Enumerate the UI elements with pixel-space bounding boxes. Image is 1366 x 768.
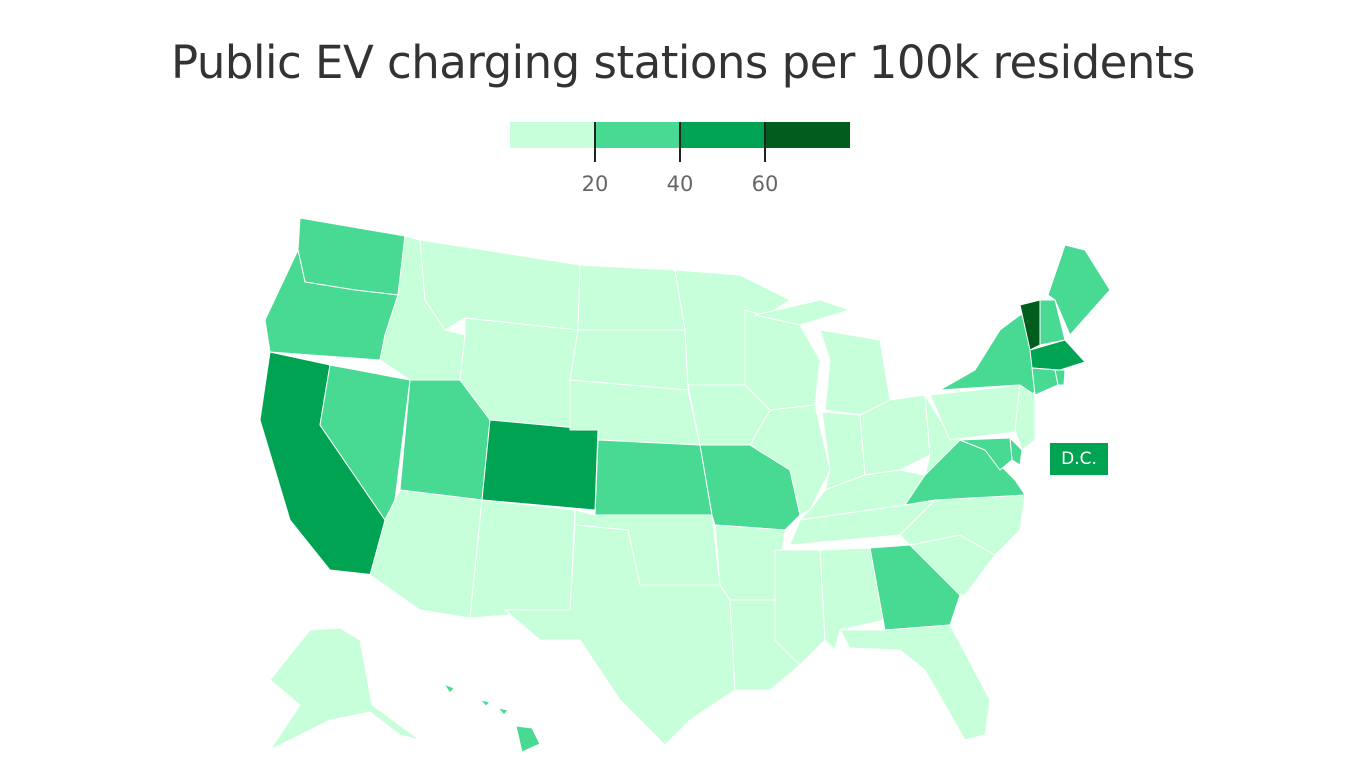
state-me (1047, 244, 1111, 336)
state-nm (469, 499, 576, 619)
state-wi (744, 309, 821, 411)
legend-tick-label: 60 (751, 172, 779, 196)
state-shape-ma (1029, 339, 1086, 371)
state-shape-md (959, 437, 1013, 471)
legend-swatch-2 (680, 122, 765, 148)
state-ks (594, 439, 713, 516)
state-shape-co (481, 419, 599, 511)
state-nj (1014, 384, 1036, 451)
state-shape-nj (1014, 384, 1036, 451)
legend-tick (764, 122, 766, 162)
state-shape-ga (869, 544, 961, 631)
legend-swatch-3 (765, 122, 850, 148)
state-shape-ak (269, 627, 421, 751)
state-mt (419, 239, 581, 331)
state-shape-nd (577, 264, 686, 331)
state-shape-mi (819, 329, 891, 416)
state-ms (774, 549, 826, 666)
state-shape-tx (504, 524, 736, 746)
state-nd (577, 264, 686, 331)
state-shape-hi (497, 707, 509, 716)
state-tx (504, 524, 736, 746)
state-ri (1054, 369, 1066, 386)
state-md (959, 437, 1013, 471)
state-hi (443, 683, 541, 753)
dc-label: D.C. (1050, 443, 1108, 475)
state-shape-hi (515, 725, 541, 753)
state-shape-wi (744, 309, 821, 411)
legend-swatch-0 (510, 122, 595, 148)
state-shape-ks (594, 439, 713, 516)
legend-tick-label: 40 (666, 172, 694, 196)
state-shape-hi (443, 683, 455, 694)
state-ma (1029, 339, 1086, 371)
state-shape-fl (839, 624, 991, 741)
state-shape-hi (479, 699, 491, 707)
state-ct (1031, 367, 1059, 396)
legend-swatch-1 (595, 122, 680, 148)
state-shape-nm (469, 499, 576, 619)
color-legend: 20 40 60 (510, 122, 850, 202)
state-shape-mi (754, 299, 851, 326)
state-co (481, 419, 599, 511)
state-shape-ri (1054, 369, 1066, 386)
state-ak (269, 627, 421, 751)
legend-tick (679, 122, 681, 162)
chart-title: Public EV charging stations per 100k res… (171, 36, 1195, 89)
state-ga (869, 544, 961, 631)
state-fl (839, 624, 991, 741)
legend-tick (594, 122, 596, 162)
legend-tick-label: 20 (581, 172, 609, 196)
state-il (749, 404, 831, 516)
state-shape-me (1047, 244, 1111, 336)
state-shape-il (749, 404, 831, 516)
state-shape-ct (1031, 367, 1059, 396)
state-shape-mt (419, 239, 581, 331)
state-shape-ms (774, 549, 826, 666)
